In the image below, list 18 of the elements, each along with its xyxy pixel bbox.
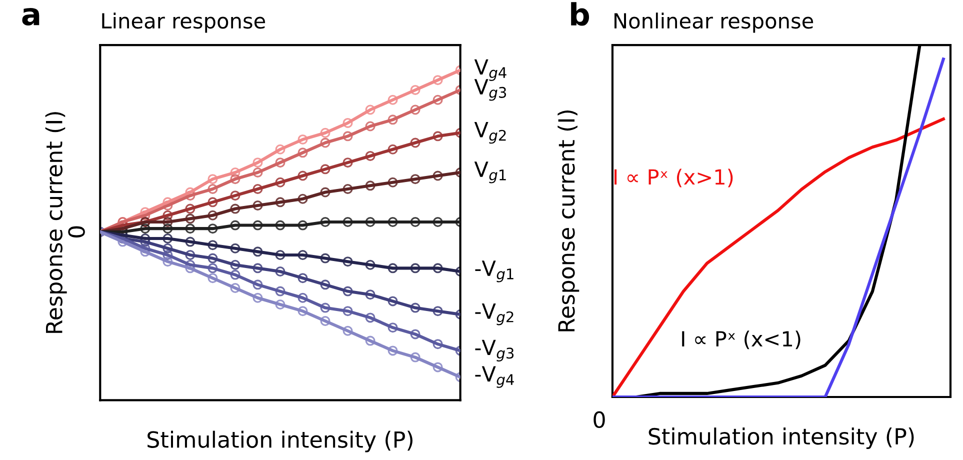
annotation: I ∝ Pˣ (x>1) xyxy=(614,168,733,188)
y-axis-title: Response current (I) xyxy=(558,110,580,332)
chart-title: Linear response xyxy=(102,12,266,33)
series-label: V$_{g2}$ xyxy=(474,122,506,144)
chart-title: Nonlinear response xyxy=(614,12,814,33)
text: 0 xyxy=(594,411,605,428)
annotation: I ∝ Pˣ (x<1) xyxy=(682,330,800,350)
series-label: -V$_{g1}$ xyxy=(475,260,514,282)
text: b xyxy=(571,2,590,26)
y-axis-title: Response current (I) xyxy=(45,112,67,333)
series-label: -V$_{g3}$ xyxy=(475,340,514,362)
series-label: -V$_{g2}$ xyxy=(475,304,514,326)
series-label: V$_{g1}$ xyxy=(474,162,506,184)
text: 0 xyxy=(68,226,85,238)
x-axis-title: Stimulation intensity (P) xyxy=(148,430,412,452)
x-axis-title: Stimulation intensity (P) xyxy=(648,428,914,450)
text: a xyxy=(22,8,40,26)
series-label: -V$_{g4}$ xyxy=(475,366,514,388)
